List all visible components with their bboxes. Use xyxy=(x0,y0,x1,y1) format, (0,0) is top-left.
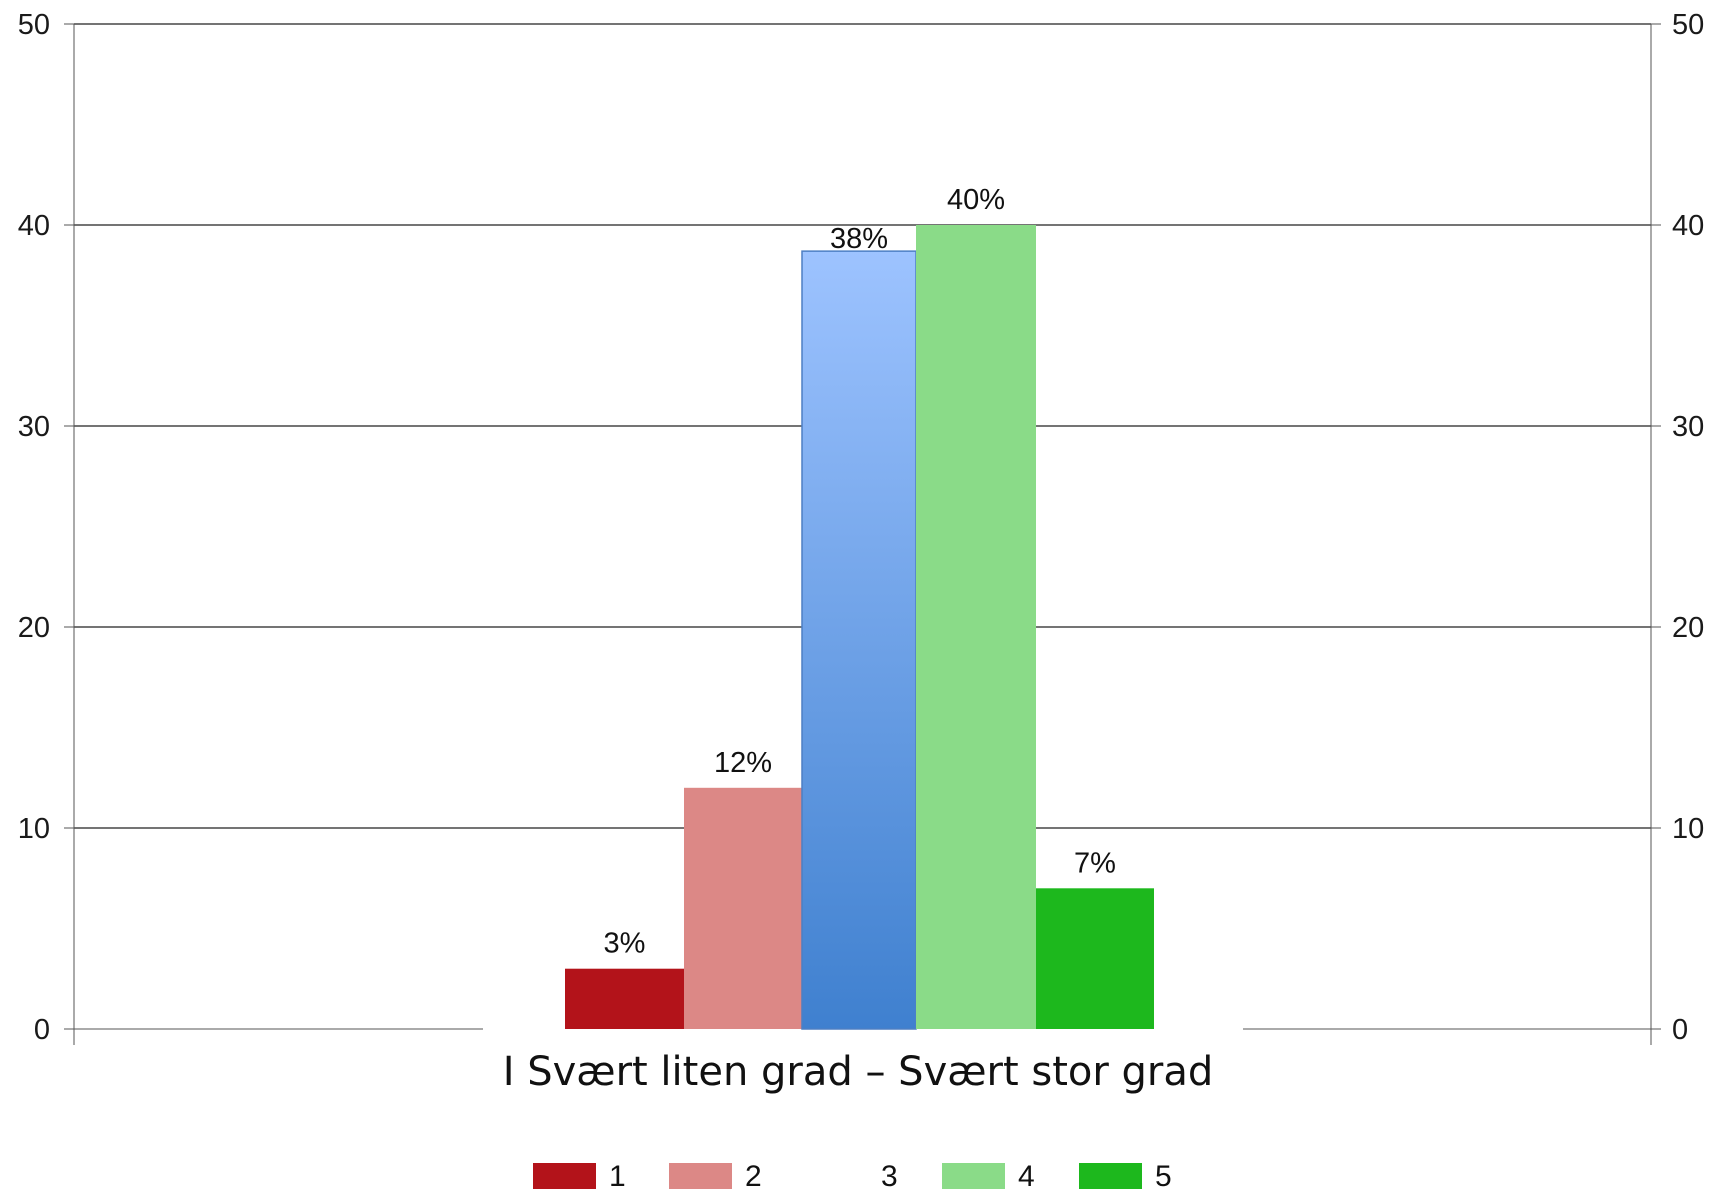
bar-3 xyxy=(801,250,917,1030)
legend-label-5: 5 xyxy=(1155,1160,1172,1192)
bar-1 xyxy=(565,968,684,1029)
y-tick-label-right: 0 xyxy=(1672,1014,1688,1046)
legend-swatch-5 xyxy=(1079,1163,1142,1189)
axes xyxy=(73,24,1652,1045)
y-tick-label-right: 10 xyxy=(1672,813,1704,845)
legend-swatch-4 xyxy=(942,1163,1005,1189)
legend: 1 2 3 4 5 xyxy=(533,1160,1172,1192)
y-tick-label-left: 10 xyxy=(18,813,50,845)
y-tick-label-left: 0 xyxy=(34,1014,50,1046)
data-label-5: 7% xyxy=(1074,847,1116,879)
bars xyxy=(565,225,1154,1030)
y-tick-label-left: 20 xyxy=(18,612,50,644)
data-label-4: 40% xyxy=(947,184,1005,216)
legend-label-3: 3 xyxy=(881,1160,898,1192)
right-axis-ticks: 0 10 20 30 40 50 xyxy=(1651,9,1704,1046)
bar-5 xyxy=(1036,888,1154,1029)
bar-4 xyxy=(916,225,1036,1029)
bar-2 xyxy=(684,787,802,1029)
legend-label-1: 1 xyxy=(609,1160,626,1192)
left-axis-ticks: 0 10 20 30 40 50 xyxy=(18,9,74,1046)
y-tick-label-right: 50 xyxy=(1672,9,1704,41)
y-tick-label-right: 20 xyxy=(1672,612,1704,644)
y-tick-label-right: 40 xyxy=(1672,210,1704,242)
data-label-3: 38% xyxy=(830,223,888,255)
legend-swatch-2 xyxy=(669,1163,732,1189)
data-label-1: 3% xyxy=(604,928,646,960)
legend-label-4: 4 xyxy=(1018,1160,1035,1192)
legend-swatch-1 xyxy=(533,1163,596,1189)
data-label-2: 12% xyxy=(714,747,772,779)
y-tick-label-right: 30 xyxy=(1672,411,1704,443)
y-tick-label-left: 30 xyxy=(18,411,50,443)
y-tick-label-left: 50 xyxy=(18,9,50,41)
data-labels: 3% 12% 38% 40% 7% xyxy=(604,184,1116,960)
x-axis-label: I Svært liten grad – Svært stor grad xyxy=(503,1049,1214,1095)
y-tick-label-left: 40 xyxy=(18,210,50,242)
legend-label-2: 2 xyxy=(745,1160,762,1192)
